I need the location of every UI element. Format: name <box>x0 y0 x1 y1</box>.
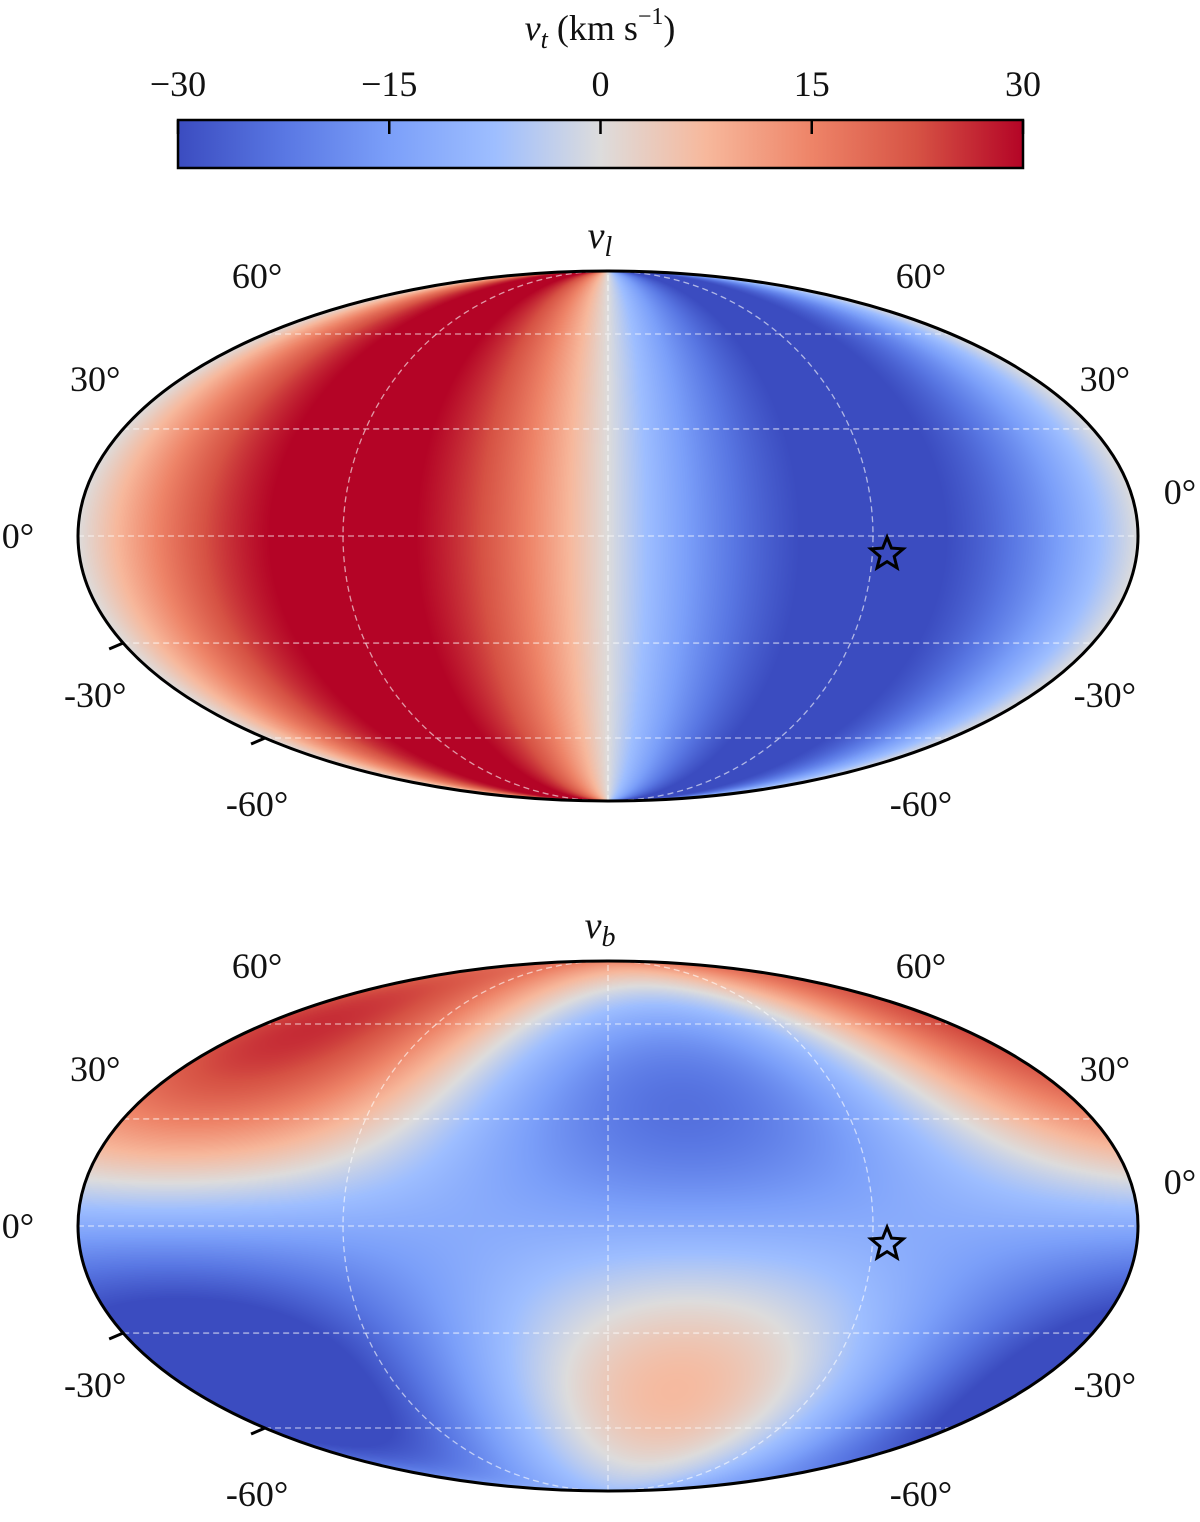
panel-vl-lat-labels: 60° 60° 30° 30° 0° 0° -30° -30° -60° -60° <box>2 256 1196 824</box>
colorbar-tick-label: −15 <box>361 64 417 104</box>
colorbar-title-exp: −1 <box>638 4 664 30</box>
lat-tick-label-right: -60° <box>890 1474 952 1514</box>
panel-vl-title: vl <box>588 215 613 263</box>
lat-tick-mark <box>250 736 266 746</box>
lat-tick-label-left: 0° <box>2 516 34 556</box>
colorbar-ticks: −30 −15 0 15 30 <box>150 64 1041 134</box>
panel-vl-star-marker <box>867 533 908 572</box>
lat-tick-label-right: 60° <box>896 256 946 296</box>
panel-vb-title: vb <box>585 905 616 953</box>
panel-vb-title-sub: b <box>601 922 615 953</box>
colorbar-tick-label: 0 <box>592 64 610 104</box>
colorbar-title-units: (km s <box>548 8 638 48</box>
lat-tick-label-left: -60° <box>226 1474 288 1514</box>
colorbar-title-close: ) <box>663 8 675 48</box>
lat-tick-label-right: 30° <box>1080 1049 1130 1089</box>
lat-tick-label-right: 0° <box>1164 1162 1196 1202</box>
panel-vb-title-main: v <box>585 905 602 947</box>
lat-tick-label-left: 30° <box>70 359 120 399</box>
meridian-gridline <box>342 270 609 802</box>
colorbar-tick-label: 30 <box>1005 64 1041 104</box>
meridian-gridline <box>342 960 609 1492</box>
colorbar-title-main: v <box>525 8 541 48</box>
lat-tick-label-right: 60° <box>896 946 946 986</box>
colorbar: vt (km s−1) −30 −15 0 15 30 <box>150 4 1041 170</box>
lat-tick-label-right: 0° <box>1164 472 1196 512</box>
lat-tick-label-right: 30° <box>1080 359 1130 399</box>
colorbar-tick-label: −30 <box>150 64 206 104</box>
meridian-gridline <box>607 960 874 1492</box>
panel-vl-grid <box>78 270 1138 802</box>
lat-tick-mark <box>108 641 124 651</box>
lat-tick-label-left: 60° <box>232 946 282 986</box>
lat-tick-label-left: -60° <box>226 784 288 824</box>
colorbar-title-sub: t <box>541 25 549 54</box>
lat-tick-label-right: -30° <box>1074 1365 1136 1405</box>
lat-tick-label-left: 60° <box>232 256 282 296</box>
lat-tick-mark <box>108 1331 124 1341</box>
colorbar-tick-label: 15 <box>794 64 830 104</box>
panel-vb: vb 60° 60° 30° 30° 0° 0° -30° -30° -60° -60° <box>2 905 1196 1514</box>
panel-vl-title-main: v <box>588 215 605 257</box>
lat-tick-label-right: -30° <box>1074 675 1136 715</box>
lat-tick-label-right: -60° <box>890 784 952 824</box>
panel-vl-boundary <box>76 269 1140 803</box>
lat-tick-label-left: 0° <box>2 1206 34 1246</box>
panel-vb-grid <box>78 960 1138 1492</box>
colorbar-title: vt (km s−1) <box>525 4 676 54</box>
panel-vb-lat-labels: 60° 60° 30° 30° 0° 0° -30° -30° -60° -60° <box>2 946 1196 1514</box>
lat-tick-mark <box>250 1426 266 1436</box>
panel-vl-title-sub: l <box>605 232 613 263</box>
lat-tick-label-left: 30° <box>70 1049 120 1089</box>
panel-vl: vl 60° 60° 30° 30° 0° 0° -30° -30° -60° -60° <box>2 215 1196 824</box>
panel-vb-boundary <box>76 959 1140 1493</box>
panel-vb-star-marker <box>867 1223 908 1262</box>
lat-tick-label-left: -30° <box>64 675 126 715</box>
meridian-gridline <box>607 270 874 802</box>
lat-tick-label-left: -30° <box>64 1365 126 1405</box>
